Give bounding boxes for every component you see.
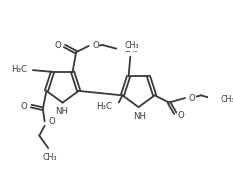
Text: O: O [21, 102, 28, 111]
Text: CH₃: CH₃ [125, 41, 139, 50]
Text: O: O [48, 117, 55, 126]
Text: O: O [178, 111, 185, 120]
Text: CH₃: CH₃ [221, 95, 233, 104]
Text: O: O [92, 41, 99, 50]
Text: H₃C: H₃C [96, 102, 112, 111]
Text: CH₃: CH₃ [123, 45, 138, 54]
Text: O: O [54, 41, 61, 50]
Text: NH: NH [55, 107, 68, 116]
Text: NH: NH [133, 112, 146, 120]
Text: CH₃: CH₃ [43, 153, 57, 163]
Text: O: O [189, 94, 195, 102]
Text: H₃C: H₃C [12, 65, 27, 74]
